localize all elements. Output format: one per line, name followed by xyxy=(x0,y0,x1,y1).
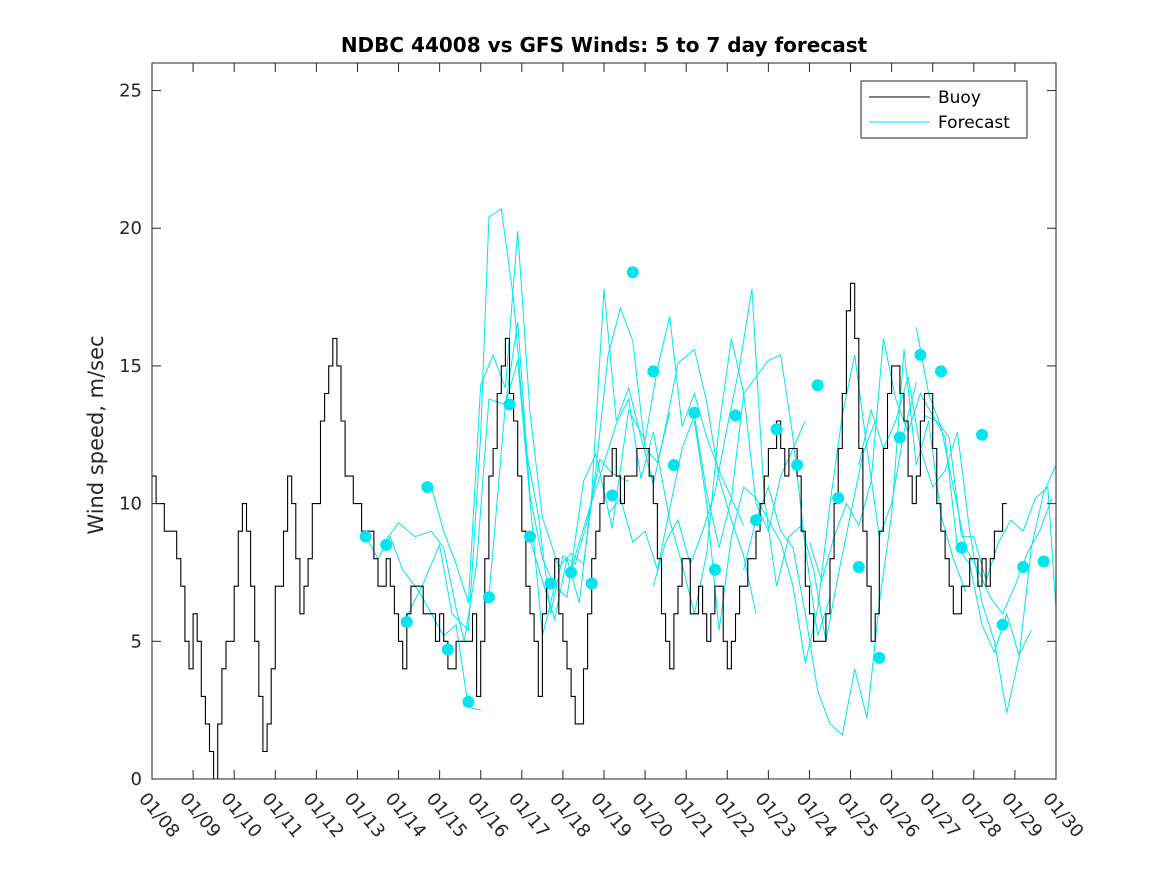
forecast-marker-32 xyxy=(1017,560,1030,573)
forecast-marker-30 xyxy=(976,428,989,441)
forecast-marker-19 xyxy=(750,514,763,527)
forecast-marker-24 xyxy=(852,560,865,573)
forecast-line-13 xyxy=(858,376,1056,714)
forecast-line-6 xyxy=(529,288,757,622)
forecast-marker-28 xyxy=(934,365,947,378)
forecast-marker-8 xyxy=(524,530,537,543)
forecast-marker-25 xyxy=(873,651,886,664)
forecast-marker-21 xyxy=(791,459,804,472)
forecast-marker-22 xyxy=(811,379,824,392)
forecast-marker-1 xyxy=(380,538,393,551)
forecast-marker-17 xyxy=(708,563,721,576)
forecast-marker-27 xyxy=(914,348,927,361)
forecast-marker-9 xyxy=(544,577,557,590)
legend-label-forecast: Forecast xyxy=(938,113,1010,133)
forecast-marker-7 xyxy=(503,398,516,411)
forecast-marker-18 xyxy=(729,409,742,422)
forecast-line-14 xyxy=(924,415,1056,609)
forecast-marker-2 xyxy=(400,616,413,629)
forecast-marker-6 xyxy=(482,591,495,604)
y-tick-label-0: 0 xyxy=(131,769,142,790)
forecast-marker-4 xyxy=(441,643,454,656)
forecast-marker-15 xyxy=(667,459,680,472)
y-tick-label-5: 25 xyxy=(119,81,142,102)
forecast-line-11 xyxy=(743,349,967,736)
forecast-marker-23 xyxy=(832,492,845,505)
y-tick-label-4: 20 xyxy=(119,218,142,239)
forecast-marker-3 xyxy=(421,481,434,494)
y-tick-label-1: 5 xyxy=(131,631,142,652)
series-group xyxy=(152,208,1056,779)
forecast-line-12 xyxy=(809,338,1032,657)
forecast-marker-0 xyxy=(359,530,372,543)
forecast-marker-5 xyxy=(462,695,475,708)
buoy-line xyxy=(152,282,1007,779)
forecast-marker-12 xyxy=(606,489,619,502)
forecast-marker-33 xyxy=(1037,555,1050,568)
chart-title: NDBC 44008 vs GFS Winds: 5 to 7 day fore… xyxy=(341,33,868,57)
forecast-marker-14 xyxy=(647,365,660,378)
forecast-marker-11 xyxy=(585,577,598,590)
forecast-line-8 xyxy=(607,354,831,636)
forecast-marker-13 xyxy=(626,266,639,279)
forecast-marker-31 xyxy=(996,618,1009,631)
y-tick-label-2: 10 xyxy=(119,494,142,515)
forecast-line-15 xyxy=(915,327,1053,615)
legend: Buoy Forecast xyxy=(860,80,1028,139)
y-tick-label-3: 15 xyxy=(119,356,142,377)
legend-label-buoy: Buoy xyxy=(938,88,981,108)
forecast-line-4 xyxy=(430,230,671,603)
forecast-line-5 xyxy=(488,316,745,636)
y-axis-label: Wind speed, m/sec xyxy=(84,335,108,534)
forecast-marker-29 xyxy=(955,541,968,554)
forecast-marker-26 xyxy=(893,431,906,444)
legend-box xyxy=(860,80,1028,139)
forecast-marker-10 xyxy=(565,566,578,579)
forecast-marker-16 xyxy=(688,406,701,419)
forecast-marker-20 xyxy=(770,423,783,436)
